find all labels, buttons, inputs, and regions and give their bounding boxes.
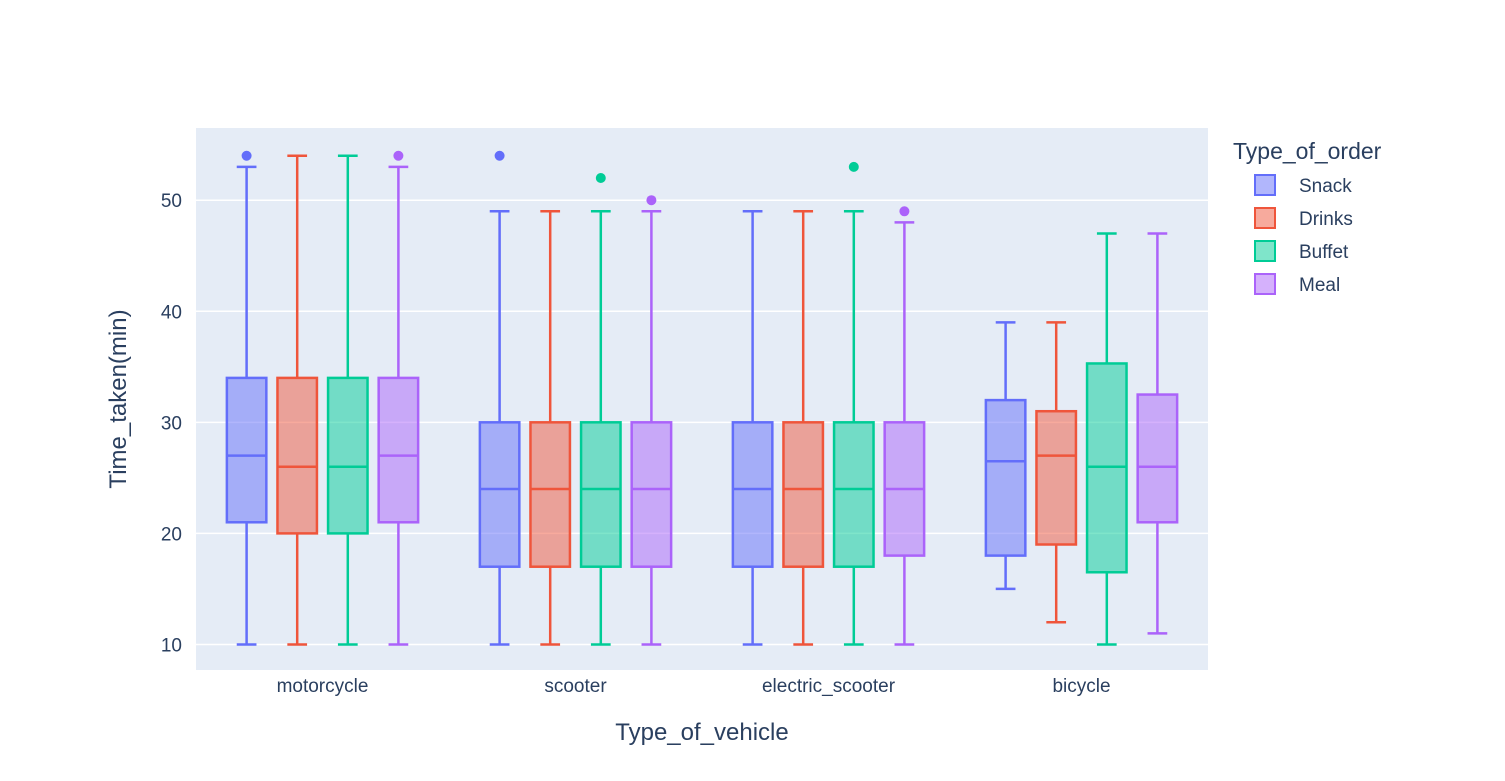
outlier-point	[848, 161, 859, 172]
box-iqr	[225, 376, 268, 524]
box-iqr	[478, 421, 521, 568]
box-buffet-scooter	[579, 172, 622, 646]
box-iqr	[731, 421, 774, 568]
y-tick-label: 10	[161, 635, 182, 656]
legend-item-buffet[interactable]: Buffet	[1254, 240, 1349, 263]
box-snack-motorcycle	[225, 150, 268, 646]
box-buffet-motorcycle	[326, 154, 369, 646]
legend-label: Snack	[1299, 176, 1352, 197]
legend-item-meal[interactable]: Meal	[1254, 273, 1340, 296]
outlier-point	[393, 150, 404, 161]
legend-swatch	[1254, 207, 1276, 229]
box-snack-bicycle	[984, 321, 1027, 591]
x-tick-label: bicycle	[1052, 676, 1110, 697]
legend-label: Drinks	[1299, 209, 1353, 230]
outlier-point	[595, 172, 606, 183]
box-iqr	[377, 376, 420, 524]
legend-swatch	[1254, 240, 1276, 262]
x-axis-ticks: motorcycle scooter electric_scooter bicycle	[277, 676, 1111, 697]
box-iqr	[1035, 409, 1078, 546]
x-axis-title: Type_of_vehicle	[615, 719, 788, 746]
legend-item-drinks[interactable]: Drinks	[1254, 207, 1353, 230]
y-axis-ticks: 10 20 30 40 50	[161, 191, 182, 656]
box-snack-electric_scooter	[731, 210, 774, 646]
box-buffet-electric_scooter	[832, 161, 875, 646]
box-drinks-electric_scooter	[782, 210, 825, 646]
box-drinks-bicycle	[1035, 321, 1078, 624]
box-iqr	[529, 421, 572, 568]
box-iqr	[276, 376, 319, 535]
legend-title: Type_of_order	[1233, 138, 1382, 164]
box-buffet-bicycle	[1085, 232, 1128, 646]
box-drinks-motorcycle	[276, 154, 319, 646]
y-tick-label: 50	[161, 191, 182, 212]
box-meal-motorcycle	[377, 150, 420, 646]
boxes	[225, 150, 1179, 646]
y-axis-title: Time_taken(min)	[105, 309, 132, 488]
y-tick-label: 30	[161, 413, 182, 434]
legend-label: Meal	[1299, 275, 1340, 296]
legend: Type_of_order Snack Drinks Buffet Meal	[1233, 138, 1382, 296]
legend-swatch	[1254, 273, 1276, 295]
outlier-point	[646, 195, 657, 206]
box-meal-bicycle	[1136, 232, 1179, 635]
y-tick-label: 40	[161, 302, 182, 323]
box-meal-scooter	[630, 195, 673, 646]
box-drinks-scooter	[529, 210, 572, 646]
y-tick-label: 20	[161, 524, 182, 545]
x-tick-label: motorcycle	[277, 676, 369, 697]
box-iqr	[1136, 393, 1179, 524]
x-tick-label: electric_scooter	[762, 676, 896, 697]
box-iqr	[832, 421, 875, 568]
box-iqr	[984, 398, 1027, 557]
box-iqr	[782, 421, 825, 568]
outlier-point	[899, 206, 910, 217]
x-tick-label: scooter	[544, 676, 607, 697]
legend-label: Buffet	[1299, 242, 1349, 263]
box-iqr	[326, 376, 369, 535]
box-meal-electric_scooter	[883, 206, 926, 646]
legend-item-snack[interactable]: Snack	[1254, 174, 1352, 197]
box-iqr	[579, 421, 622, 568]
outlier-point	[494, 150, 505, 161]
outlier-point	[241, 150, 252, 161]
legend-swatch	[1254, 174, 1276, 196]
box-snack-scooter	[478, 150, 521, 646]
box-iqr	[630, 421, 673, 568]
